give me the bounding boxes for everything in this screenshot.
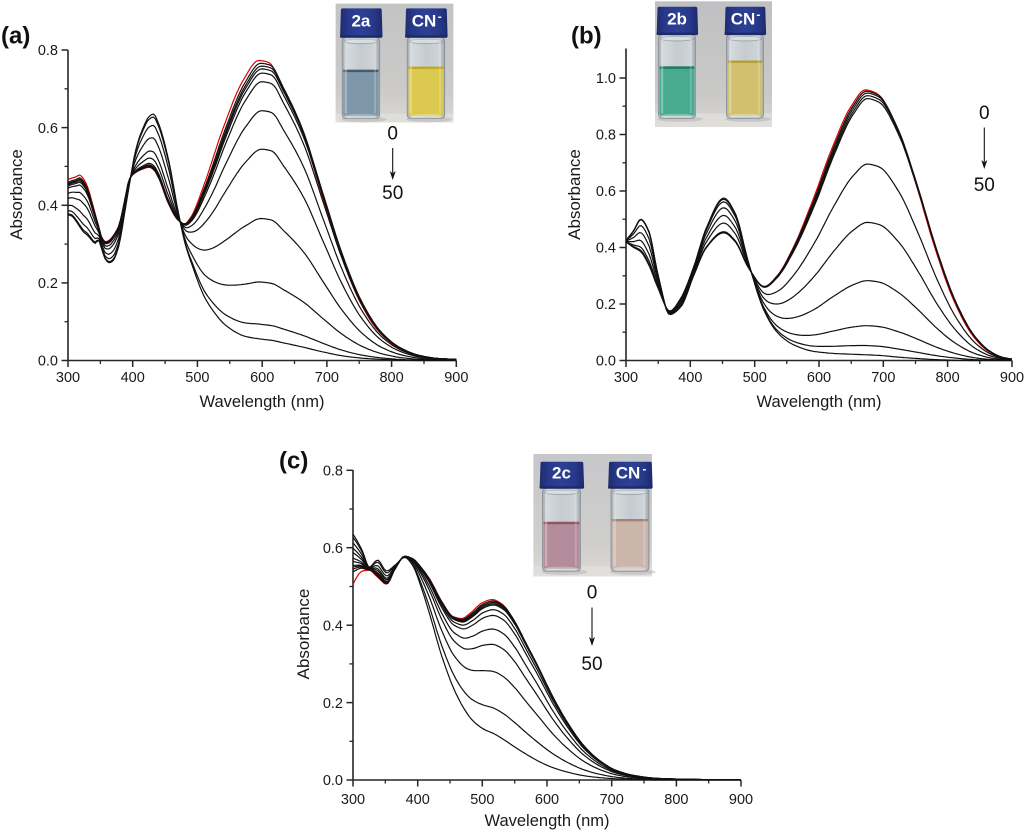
svg-text:2c: 2c [552, 464, 571, 483]
svg-text:700: 700 [315, 370, 339, 386]
svg-text:0.6: 0.6 [596, 184, 616, 200]
svg-text:0: 0 [979, 103, 990, 124]
svg-text:0.0: 0.0 [38, 354, 58, 370]
svg-text:300: 300 [614, 370, 638, 386]
svg-text:0.4: 0.4 [323, 618, 343, 634]
svg-text:700: 700 [600, 792, 624, 808]
svg-text:0.6: 0.6 [323, 541, 343, 557]
svg-text:-: - [642, 462, 646, 476]
svg-text:(a): (a) [1, 23, 30, 50]
svg-text:-: - [438, 10, 442, 24]
svg-text:Wavelength (nm): Wavelength (nm) [756, 393, 881, 411]
svg-text:0: 0 [587, 583, 598, 604]
svg-text:400: 400 [678, 370, 702, 386]
svg-text:300: 300 [56, 370, 80, 386]
svg-text:0.8: 0.8 [38, 43, 58, 59]
svg-text:0.6: 0.6 [38, 121, 58, 137]
svg-text:Absorbance: Absorbance [565, 149, 584, 240]
svg-text:CN: CN [731, 9, 756, 28]
svg-text:0.8: 0.8 [596, 128, 616, 144]
svg-text:500: 500 [185, 370, 209, 386]
svg-text:(b): (b) [571, 23, 602, 50]
svg-text:600: 600 [807, 370, 831, 386]
svg-text:500: 500 [470, 792, 494, 808]
svg-text:900: 900 [444, 370, 468, 386]
svg-text:0.2: 0.2 [323, 696, 343, 712]
svg-text:0.2: 0.2 [596, 297, 616, 313]
svg-text:0.0: 0.0 [596, 354, 616, 370]
svg-text:Absorbance: Absorbance [294, 589, 313, 680]
svg-text:800: 800 [379, 370, 403, 386]
svg-text:(c): (c) [279, 448, 308, 475]
svg-text:600: 600 [250, 370, 274, 386]
svg-text:900: 900 [1000, 370, 1024, 386]
svg-text:400: 400 [121, 370, 145, 386]
svg-text:50: 50 [382, 183, 403, 204]
svg-text:1.0: 1.0 [596, 71, 616, 87]
svg-text:0.4: 0.4 [38, 199, 58, 215]
svg-text:50: 50 [581, 654, 602, 675]
svg-text:Wavelength (nm): Wavelength (nm) [484, 812, 609, 830]
svg-text:2a: 2a [351, 12, 370, 31]
svg-text:0.8: 0.8 [323, 464, 343, 480]
svg-text:0.4: 0.4 [596, 241, 616, 257]
svg-text:800: 800 [935, 370, 959, 386]
svg-text:0.0: 0.0 [323, 773, 343, 789]
svg-text:0.2: 0.2 [38, 276, 58, 292]
svg-text:0: 0 [387, 124, 398, 145]
svg-text:500: 500 [743, 370, 767, 386]
svg-text:Absorbance: Absorbance [7, 149, 26, 240]
svg-text:-: - [756, 8, 760, 22]
svg-text:Wavelength (nm): Wavelength (nm) [199, 393, 324, 411]
svg-text:2b: 2b [667, 9, 687, 28]
svg-text:400: 400 [406, 792, 430, 808]
svg-text:700: 700 [871, 370, 895, 386]
svg-text:CN: CN [412, 12, 437, 31]
svg-text:50: 50 [974, 175, 995, 196]
svg-text:900: 900 [729, 792, 753, 808]
svg-text:CN: CN [616, 464, 641, 483]
svg-text:800: 800 [664, 792, 688, 808]
svg-text:600: 600 [535, 792, 559, 808]
svg-text:300: 300 [341, 792, 365, 808]
